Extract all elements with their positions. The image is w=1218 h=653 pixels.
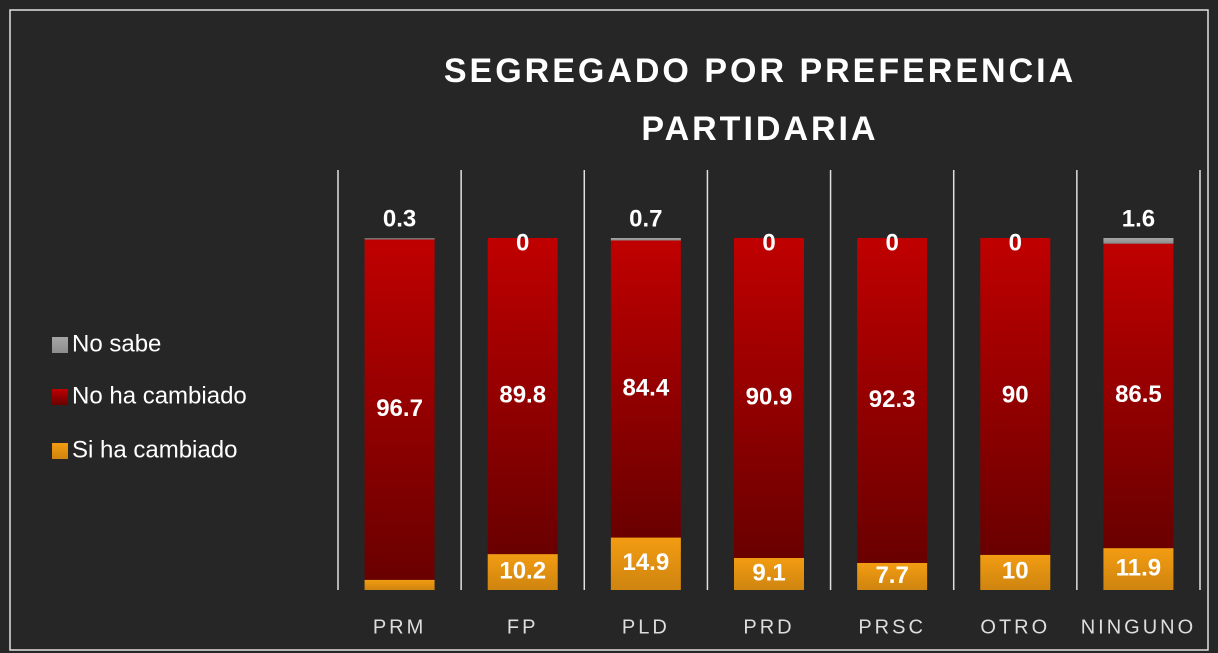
bar-segment (610, 537, 681, 590)
x-tick-label: PRD (743, 616, 794, 638)
bar-segment (734, 557, 804, 590)
data-label: 84.4 (622, 374, 669, 401)
bar-segment (980, 554, 1051, 590)
data-label: 10 (1002, 558, 1029, 585)
data-label: 11.9 (1116, 554, 1161, 581)
bar-segment (1103, 548, 1174, 590)
data-label: 0.7 (629, 205, 662, 232)
x-tick-label: PRSC (858, 616, 926, 638)
x-tick-label: FP (507, 616, 539, 638)
data-label: 10.2 (499, 557, 546, 584)
legend-swatch (52, 389, 68, 405)
bar-segment (857, 238, 928, 563)
data-label: 89.8 (499, 381, 546, 408)
bar-segment (610, 238, 681, 241)
legend-swatch (52, 443, 68, 459)
data-label: 96.7 (376, 395, 423, 422)
legend-label: No ha cambiado (72, 382, 247, 409)
frame (9, 9, 1209, 651)
data-label: 90 (1002, 382, 1029, 409)
data-label: 92.3 (869, 386, 916, 413)
data-label: 86.5 (1115, 381, 1162, 408)
bar-segment (1103, 243, 1174, 549)
x-tick-label: PLD (622, 616, 670, 638)
x-tick-label: NINGUNO (1081, 616, 1196, 638)
x-tick-label: PRM (373, 616, 426, 638)
data-label: 90.9 (746, 383, 793, 410)
bar-segment (610, 240, 681, 538)
bar-segment (364, 239, 435, 580)
chart-title: SEGREGADO POR PREFERENCIA PARTIDARIA (443, 52, 1077, 148)
bar-segment (364, 579, 435, 590)
data-label: 1.6 (1122, 205, 1155, 232)
bar-segment (734, 238, 804, 558)
bar-segment (487, 554, 558, 590)
legend-swatch (52, 337, 68, 353)
data-label: 0 (1009, 229, 1022, 256)
data-label: 14.9 (622, 549, 669, 576)
bar-segment (980, 238, 1051, 555)
data-label: 7.7 (875, 562, 908, 589)
data-label: 0.3 (383, 206, 416, 233)
data-label: 9.1 (752, 559, 785, 586)
x-tick-label: OTRO (980, 616, 1050, 638)
bar-segment (857, 562, 928, 590)
data-label: 0 (762, 229, 775, 256)
legend-label: No sabe (72, 330, 161, 357)
bar-segment (487, 238, 558, 555)
bar-segment (1103, 238, 1174, 244)
legend-label: Si ha cambiado (72, 436, 237, 463)
data-label: 0 (516, 229, 529, 256)
bar-segment (364, 238, 435, 240)
data-label: 0 (885, 229, 898, 256)
